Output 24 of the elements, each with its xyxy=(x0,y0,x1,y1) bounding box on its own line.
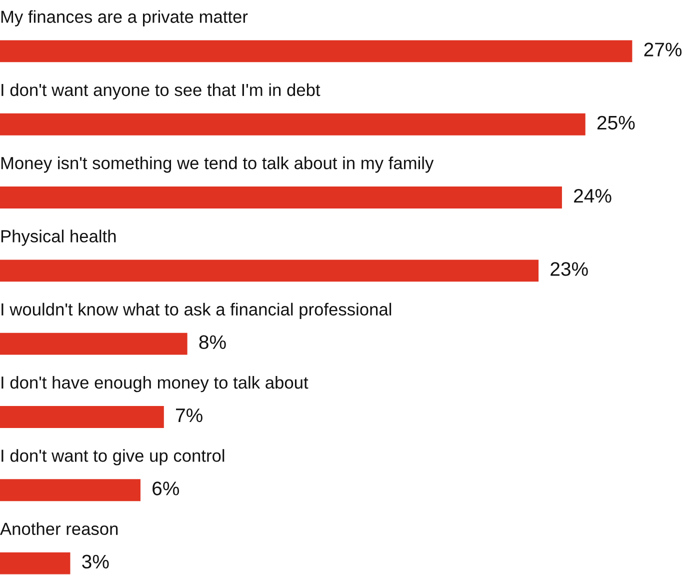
data-label: 25% xyxy=(597,116,635,130)
bar xyxy=(0,552,70,574)
data-label: 8% xyxy=(199,335,226,350)
bar xyxy=(0,479,140,502)
y-tick-label: My finances are a private matter xyxy=(1,10,248,26)
bar xyxy=(0,260,539,282)
data-label: 6% xyxy=(152,482,180,496)
data-label: 23% xyxy=(550,262,588,276)
data-label: 27% xyxy=(644,42,682,56)
y-tick-label: I wouldn't know what to ask a financial professional xyxy=(2,302,392,319)
bar xyxy=(0,40,632,62)
y-tick-label: I don't want anyone to see that I'm in debt xyxy=(2,83,320,100)
data-label: 24% xyxy=(574,188,612,203)
y-tick-label: I don't want to give up control xyxy=(2,449,224,466)
bar xyxy=(0,186,562,208)
data-label: 3% xyxy=(82,554,109,569)
bar xyxy=(0,113,586,136)
bar xyxy=(0,332,188,355)
y-tick-label: Money isn't something we tend to talk about in my family xyxy=(1,156,434,173)
data-label: 7% xyxy=(176,408,202,422)
y-tick-label: Physical health xyxy=(1,230,116,246)
y-tick-label: I don't have enough money to talk about xyxy=(2,376,308,392)
bar xyxy=(0,406,164,428)
y-tick-label: Another reason xyxy=(0,522,118,536)
